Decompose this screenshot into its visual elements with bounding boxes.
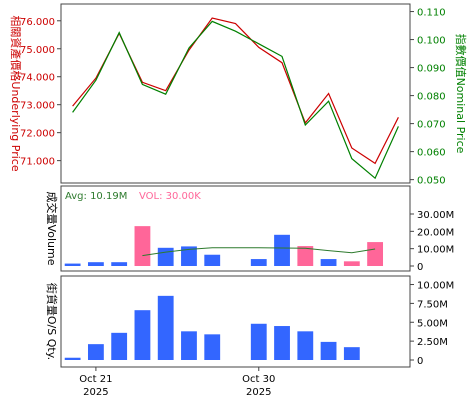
os-qty-bar [157,295,174,360]
price-left-tick-label: 74.000 [20,73,55,84]
os-qty-bar [297,331,314,360]
os-qty-tick-label: 7.50M [417,299,448,310]
price-right-tick-label: 0.070 [417,120,446,131]
volume-bar [111,262,128,266]
nominal-price-line [72,20,399,180]
price-right-tick-label: 0.060 [417,148,446,159]
price-left-axis-label: 相關資產價格Underlying Price [9,15,23,171]
volume-bar [250,259,267,266]
os-qty-bar [64,357,81,360]
x-tick-label: Oct 30 [242,374,275,385]
os-qty-tick-label: 10.00M [417,281,454,292]
price-left-tick-label: 73.000 [20,101,55,112]
volume-bar [134,226,151,266]
volume-bar [320,259,337,266]
volume-tick-label: 10.00M [417,245,454,256]
volume-axis-label: 成交量Volume [45,192,59,266]
price-left-tick-label: 75.000 [20,45,55,56]
os-qty-bar [181,331,197,360]
volume-bar [204,254,221,266]
volume-bar [157,247,174,266]
price-left-tick-label: 76.000 [20,17,55,28]
volume-vol-label: VOL: 30.00K [139,191,201,202]
volume-bar [87,262,104,266]
volume-bar [367,242,384,266]
x-tick-label: Oct 21 [79,374,112,385]
os-qty-tick-label: 0 [417,356,423,367]
os-qty-bar [250,323,267,360]
os-qty-bar [274,326,290,360]
volume-tick-label: 0 [417,262,423,273]
os-qty-bar [204,334,221,360]
price-right-axis-label: 指數價值Nominal Price [454,34,468,154]
volume-bar [181,246,197,266]
volume-panel [60,185,411,272]
x-tick-year: 2025 [246,387,271,398]
os-qty-bar [134,310,151,360]
volume-bar [297,246,314,266]
os-qty-axis-label: 街貨量O/S Qty. [45,283,59,360]
os-qty-tick-label: 2.50M [417,337,448,348]
price-right-tick-label: 0.090 [417,64,446,75]
price-right-tick-label: 0.110 [417,8,446,19]
os-qty-tick-label: 5.00M [417,318,448,329]
volume-bar [64,263,81,266]
price-left-tick-label: 71.000 [20,157,55,168]
price-left-tick-label: 72.000 [20,129,55,140]
volume-average-line [142,247,376,257]
os-qty-bar [343,347,360,360]
volume-bar [274,234,290,266]
x-tick-year: 2025 [83,387,108,398]
os-qty-bar [320,341,337,360]
os-qty-bar [111,332,128,360]
price-right-tick-label: 0.100 [417,36,446,47]
volume-average-label: Avg: 10.19M [65,191,127,202]
volume-tick-label: 20.00M [417,227,454,238]
volume-tick-label: 30.00M [417,210,454,221]
os-qty-bar [87,344,104,360]
price-right-tick-label: 0.080 [417,92,446,103]
price-right-tick-label: 0.050 [417,176,446,187]
volume-bar [343,261,360,266]
